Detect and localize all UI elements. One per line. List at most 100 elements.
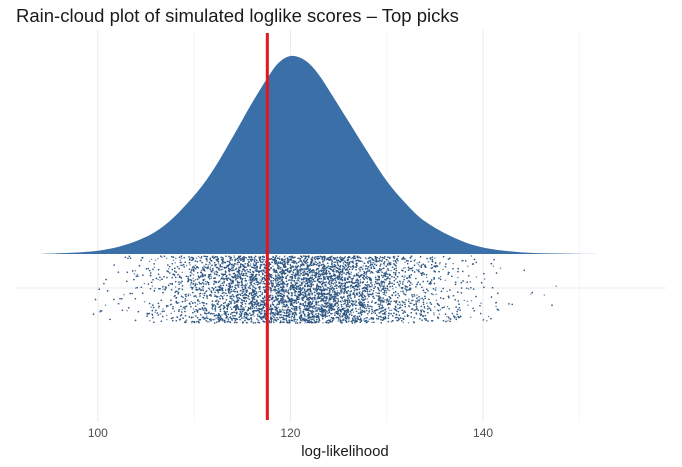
rain-point [236, 283, 238, 285]
rain-point [455, 316, 457, 319]
rain-point [350, 258, 352, 260]
rain-point [364, 317, 367, 319]
rain-point [383, 263, 385, 266]
rain-point [323, 259, 326, 262]
rain-point [203, 310, 206, 312]
rain-point [252, 262, 255, 265]
rain-point [480, 302, 482, 304]
rain-point [192, 277, 194, 280]
density-curve [40, 55, 599, 254]
rain-point [348, 306, 351, 309]
rain-point [295, 320, 297, 323]
rain-point [195, 257, 198, 260]
rain-point [381, 267, 384, 270]
rain-point [180, 257, 183, 259]
rain-point [195, 296, 198, 298]
rain-point [199, 256, 201, 259]
rain-point [287, 312, 289, 314]
rain-point [286, 291, 288, 293]
rain-point [339, 287, 342, 290]
rain-point [213, 294, 216, 296]
rain-point [381, 271, 384, 274]
rain-point [237, 263, 239, 266]
rain-point [495, 305, 497, 308]
rain-point [324, 276, 327, 278]
rain-point [300, 297, 303, 299]
rain-point [381, 258, 384, 261]
rain-point [408, 298, 410, 300]
rain-point [221, 314, 223, 316]
rain-point [302, 268, 304, 271]
rain-point [388, 299, 391, 301]
rain-point [277, 272, 279, 275]
rain-point [293, 309, 295, 312]
rain-point [221, 276, 224, 278]
rain-point [365, 309, 368, 312]
rain-point [315, 314, 318, 317]
rain-point [201, 286, 203, 288]
rain-point [231, 299, 233, 301]
rain-point [433, 312, 435, 314]
rain-point [320, 280, 322, 283]
rain-point [291, 288, 293, 290]
rain-point [407, 321, 410, 324]
rain-point [344, 277, 347, 279]
rain-point [179, 259, 182, 261]
rain-point [342, 303, 345, 305]
rain-point [277, 306, 280, 309]
rain-point [389, 261, 392, 264]
rain-point [293, 313, 296, 316]
rain-point [555, 285, 557, 287]
rain-point [395, 262, 398, 264]
rain-point [209, 263, 211, 265]
rain-point [315, 313, 317, 315]
rain-point [433, 314, 435, 316]
rain-point [190, 283, 192, 285]
rain-point [347, 269, 349, 271]
rain-point [390, 309, 393, 311]
rain-point [276, 285, 279, 287]
rain-point [435, 293, 437, 296]
rain-point [283, 292, 286, 294]
rain-point [200, 269, 203, 272]
rain-point [271, 301, 274, 304]
rain-point [214, 263, 216, 266]
rain-point [331, 312, 334, 315]
rain-point [331, 287, 334, 290]
rain-point [185, 264, 188, 267]
rain-point [435, 287, 437, 289]
rain-point [268, 306, 271, 309]
rain-point [420, 312, 422, 314]
rain-point [284, 283, 286, 286]
rain-point [214, 304, 216, 307]
rain-point [312, 287, 314, 289]
rain-point [261, 312, 263, 315]
rain-point [260, 275, 262, 278]
rain-point [263, 288, 265, 291]
rain-point [203, 275, 205, 277]
rain-point [404, 258, 407, 260]
rain-point [298, 274, 301, 277]
rain-point [367, 305, 370, 307]
rain-point [418, 268, 420, 271]
rain-point [384, 294, 387, 296]
rain-point [280, 301, 283, 304]
rain-point [457, 276, 459, 279]
rain-point [272, 289, 274, 292]
rain-point [367, 260, 370, 262]
rain-point [296, 279, 298, 282]
rain-point [275, 305, 278, 307]
rain-point [314, 289, 316, 292]
rain-point [349, 296, 351, 299]
rain-point [263, 267, 266, 270]
rain-point [207, 264, 209, 266]
rain-point [337, 299, 340, 301]
rain-point [282, 305, 285, 307]
rain-point [404, 275, 406, 277]
rain-point [126, 309, 128, 312]
rain-point [390, 320, 393, 323]
rain-point [244, 283, 247, 285]
rain-point [416, 294, 418, 296]
rain-point [212, 308, 214, 311]
rain-point [322, 286, 325, 288]
